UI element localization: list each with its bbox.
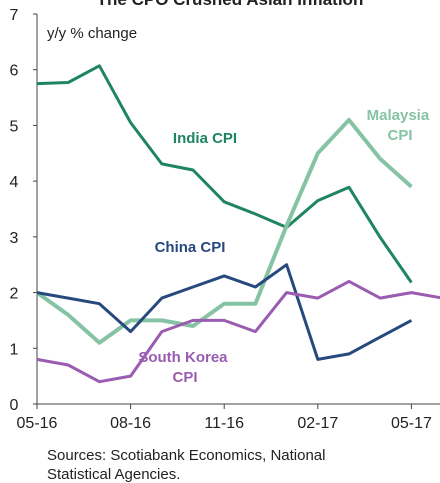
y-tick-label: 0 <box>10 397 19 414</box>
line-series <box>35 117 413 345</box>
source: Sources: Scotiabank Economics, National <box>47 447 325 464</box>
line-series <box>36 64 413 284</box>
y-tick-label: 6 <box>10 63 19 80</box>
y-tick-label: 2 <box>10 286 19 303</box>
y-tick-label: 3 <box>10 230 19 247</box>
series-label: India CPI <box>173 130 237 147</box>
y-tick-label: 5 <box>10 118 19 135</box>
x-tick-label: 05-17 <box>391 415 432 432</box>
x-tick-label: 08-16 <box>110 415 151 432</box>
series-label: China CPI <box>155 239 226 256</box>
y-axis-label: y/y % change <box>47 25 137 42</box>
series-label: Malaysia CPI <box>367 107 434 144</box>
series-label: South Korea CPI <box>138 349 231 386</box>
x-tick-label: 02-17 <box>297 415 338 432</box>
source: Statistical Agencies. <box>47 466 180 483</box>
line-series <box>36 263 413 361</box>
y-tick-label: 4 <box>10 174 19 191</box>
chart-title: The CPO Crushed Asian Inflation <box>97 0 364 9</box>
x-tick-label: 05-16 <box>17 415 58 432</box>
y-tick-label: 7 <box>10 7 19 24</box>
x-tick-label: 11-16 <box>204 415 244 432</box>
y-tick-label: 1 <box>10 341 19 358</box>
line-series <box>36 279 440 384</box>
